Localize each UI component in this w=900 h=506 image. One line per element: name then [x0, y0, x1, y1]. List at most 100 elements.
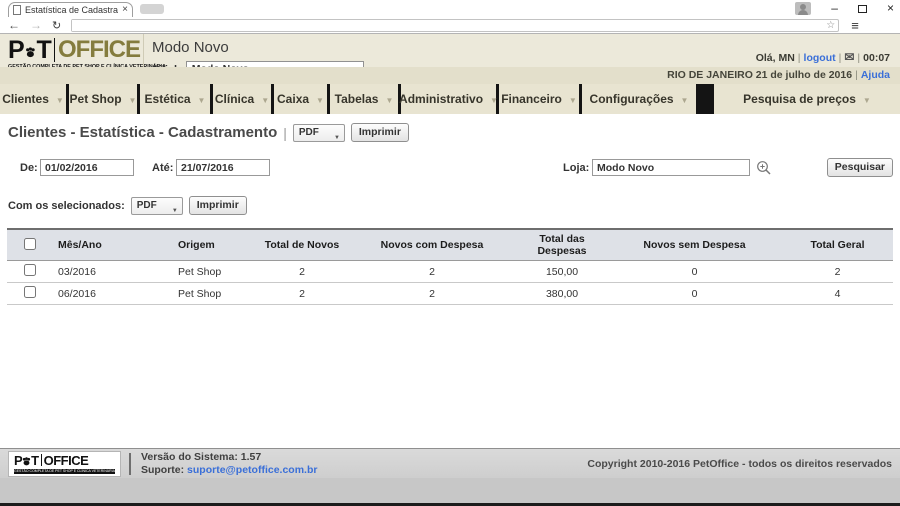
- app-footer: P T OFFICE GESTÃO COMPLETA DE PET SHOP E…: [0, 448, 900, 478]
- row-checkbox[interactable]: [23, 264, 36, 276]
- chevron-down-icon: ▼: [128, 95, 137, 105]
- nav-caixa[interactable]: Caixa ▼: [274, 84, 327, 114]
- browser-toolbar: ← → ↻ ☆ ≡: [0, 17, 900, 33]
- nav-financeiro[interactable]: Financeiro ▼: [499, 84, 579, 114]
- nav-clinica[interactable]: Clínica ▼: [213, 84, 271, 114]
- bulk-actions-row: Com os selecionados: PDF ▼ Imprimir: [8, 196, 900, 215]
- chevron-down-icon: ▼: [490, 95, 498, 105]
- col-origem: Origem: [178, 239, 215, 251]
- footer-logo-tagline: GESTÃO COMPLETA DE PET SHOP E CLÍNICA VE…: [14, 468, 115, 474]
- bottom-edge: [0, 503, 900, 506]
- nav-pesquisa-de-precos[interactable]: Pesquisa de preços ▼: [714, 84, 900, 114]
- back-icon[interactable]: ←: [8, 18, 20, 32]
- magnifier-plus-icon[interactable]: [756, 160, 772, 176]
- chevron-down-icon: ▼: [333, 134, 340, 141]
- chevron-down-icon: ▼: [680, 95, 689, 105]
- footer-logo: P T OFFICE GESTÃO COMPLETA DE PET SHOP E…: [8, 450, 121, 477]
- loja-label: Loja:: [563, 162, 590, 174]
- de-label: De:: [20, 162, 38, 174]
- title-pipe: |: [283, 124, 287, 141]
- col-total-geral: Total Geral: [810, 239, 865, 251]
- logo-office: OFFICE: [58, 36, 141, 63]
- chevron-down-icon: ▼: [385, 95, 394, 105]
- greeting-text: Olá, MN: [755, 52, 795, 64]
- statistics-table: Mês/Ano Origem Total de Novos Novos com …: [7, 228, 893, 305]
- version-text: Versão do Sistema: 1.57: [140, 450, 262, 463]
- col-novos-com-despesa: Novos com Despesa: [380, 239, 484, 251]
- select-all-checkbox[interactable]: [23, 237, 36, 250]
- location-bar: RIO DE JANEIRO 21 de julho de 2016 | Ajuda: [0, 67, 900, 84]
- chevron-down-icon: ▼: [568, 95, 577, 105]
- app-header: P T OFFICE GESTÃO COMPLETA DE PET SHOP E…: [0, 34, 900, 84]
- logo-divider: [53, 38, 55, 62]
- main-nav: Clientes ▼ Pet Shop ▼ Estética ▼ Clínica ▼ C…: [0, 84, 900, 114]
- nav-tabelas[interactable]: Tabelas ▼: [330, 84, 398, 114]
- loja-input[interactable]: [592, 159, 750, 176]
- paw-icon: [25, 46, 35, 57]
- col-total-despesas: Total das Despesas: [537, 233, 587, 257]
- table-row: 03/2016 Pet Shop 2 2 150,00 0 2: [7, 261, 893, 283]
- search-button[interactable]: Pesquisar: [826, 158, 893, 177]
- support-email-link[interactable]: suporte@petoffice.com.br: [187, 463, 318, 476]
- export-format-select[interactable]: PDF ▼: [292, 123, 345, 142]
- nav-estetica[interactable]: Estética ▼: [140, 84, 210, 114]
- col-novos-sem-despesa: Novos sem Despesa: [643, 239, 746, 251]
- browser-menu-icon[interactable]: ≡: [851, 17, 859, 33]
- ate-input[interactable]: [176, 159, 270, 176]
- page-icon: [13, 5, 21, 15]
- de-input[interactable]: [40, 159, 134, 176]
- bulk-label: Com os selecionados:: [8, 199, 125, 212]
- tab-title: Estatística de Cadastrame: [25, 5, 119, 15]
- col-total-novos: Total de Novos: [264, 239, 340, 251]
- reload-icon[interactable]: ↻: [52, 19, 62, 32]
- petoffice-logo: P T OFFICE GESTÃO COMPLETA DE PET SHOP E…: [8, 36, 166, 71]
- help-link[interactable]: Ajuda: [860, 69, 890, 81]
- chevron-down-icon: ▼: [55, 95, 64, 105]
- page-mode-title: Modo Novo: [152, 39, 229, 56]
- page-title-row: Clientes - Estatística - Cadastramento |…: [8, 123, 900, 142]
- main-content: Clientes - Estatística - Cadastramento |…: [0, 114, 900, 448]
- paw-icon: [23, 456, 31, 465]
- tab-close-icon[interactable]: ×: [122, 4, 128, 15]
- bulk-format-select[interactable]: PDF ▼: [130, 196, 183, 215]
- copyright-text: Copyright 2010-2016 PetOffice - todos os…: [587, 457, 892, 470]
- forward-icon[interactable]: →: [30, 18, 42, 32]
- restore-button[interactable]: [857, 4, 867, 13]
- window-controls: – ×: [795, 2, 894, 15]
- page-background: [0, 478, 900, 503]
- chevron-down-icon: ▼: [171, 207, 178, 214]
- chevron-down-icon: ▼: [261, 95, 270, 105]
- envelope-icon[interactable]: ✉: [844, 50, 855, 64]
- url-bar[interactable]: ☆: [71, 18, 840, 32]
- nav-clientes[interactable]: Clientes ▼: [0, 84, 66, 114]
- row-checkbox[interactable]: [23, 286, 36, 298]
- minimize-button[interactable]: –: [831, 1, 838, 15]
- chevron-down-icon: ▼: [316, 95, 324, 105]
- url-input[interactable]: [72, 19, 827, 31]
- logout-link[interactable]: logout: [803, 52, 836, 64]
- print-button[interactable]: Imprimir: [350, 123, 409, 142]
- close-window-button[interactable]: ×: [886, 1, 894, 15]
- bookmark-star-icon[interactable]: ☆: [826, 19, 836, 31]
- support-label: Suporte:: [140, 463, 185, 476]
- nav-configuracoes[interactable]: Configurações ▼: [582, 84, 696, 114]
- nav-administrativo[interactable]: Administrativo ▼: [399, 84, 498, 114]
- filter-row: De: Até: Loja: Pesquisar: [0, 158, 900, 179]
- logo-letter-t: T: [36, 36, 51, 64]
- table-row: 06/2016 Pet Shop 2 2 380,00 0 4: [7, 283, 893, 305]
- session-timer: 00:07: [863, 52, 890, 64]
- session-info: Olá, MN | logout | ✉ | 00:07: [755, 50, 890, 64]
- ate-label: Até:: [152, 162, 174, 174]
- page-title: Clientes - Estatística - Cadastramento: [8, 124, 278, 141]
- footer-info: Versão do Sistema: 1.57 Suporte: suporte…: [141, 451, 318, 477]
- col-mes-ano: Mês/Ano: [58, 239, 102, 251]
- footer-divider: [128, 452, 131, 475]
- header-separator: [143, 34, 144, 84]
- browser-tab[interactable]: Estatística de Cadastrame ×: [8, 2, 133, 17]
- location-date-text: RIO DE JANEIRO 21 de julho de 2016: [667, 69, 853, 81]
- nav-pet-shop[interactable]: Pet Shop ▼: [69, 84, 137, 114]
- bulk-print-button[interactable]: Imprimir: [188, 196, 247, 215]
- new-tab-button[interactable]: [140, 4, 164, 14]
- profile-icon[interactable]: [795, 2, 812, 15]
